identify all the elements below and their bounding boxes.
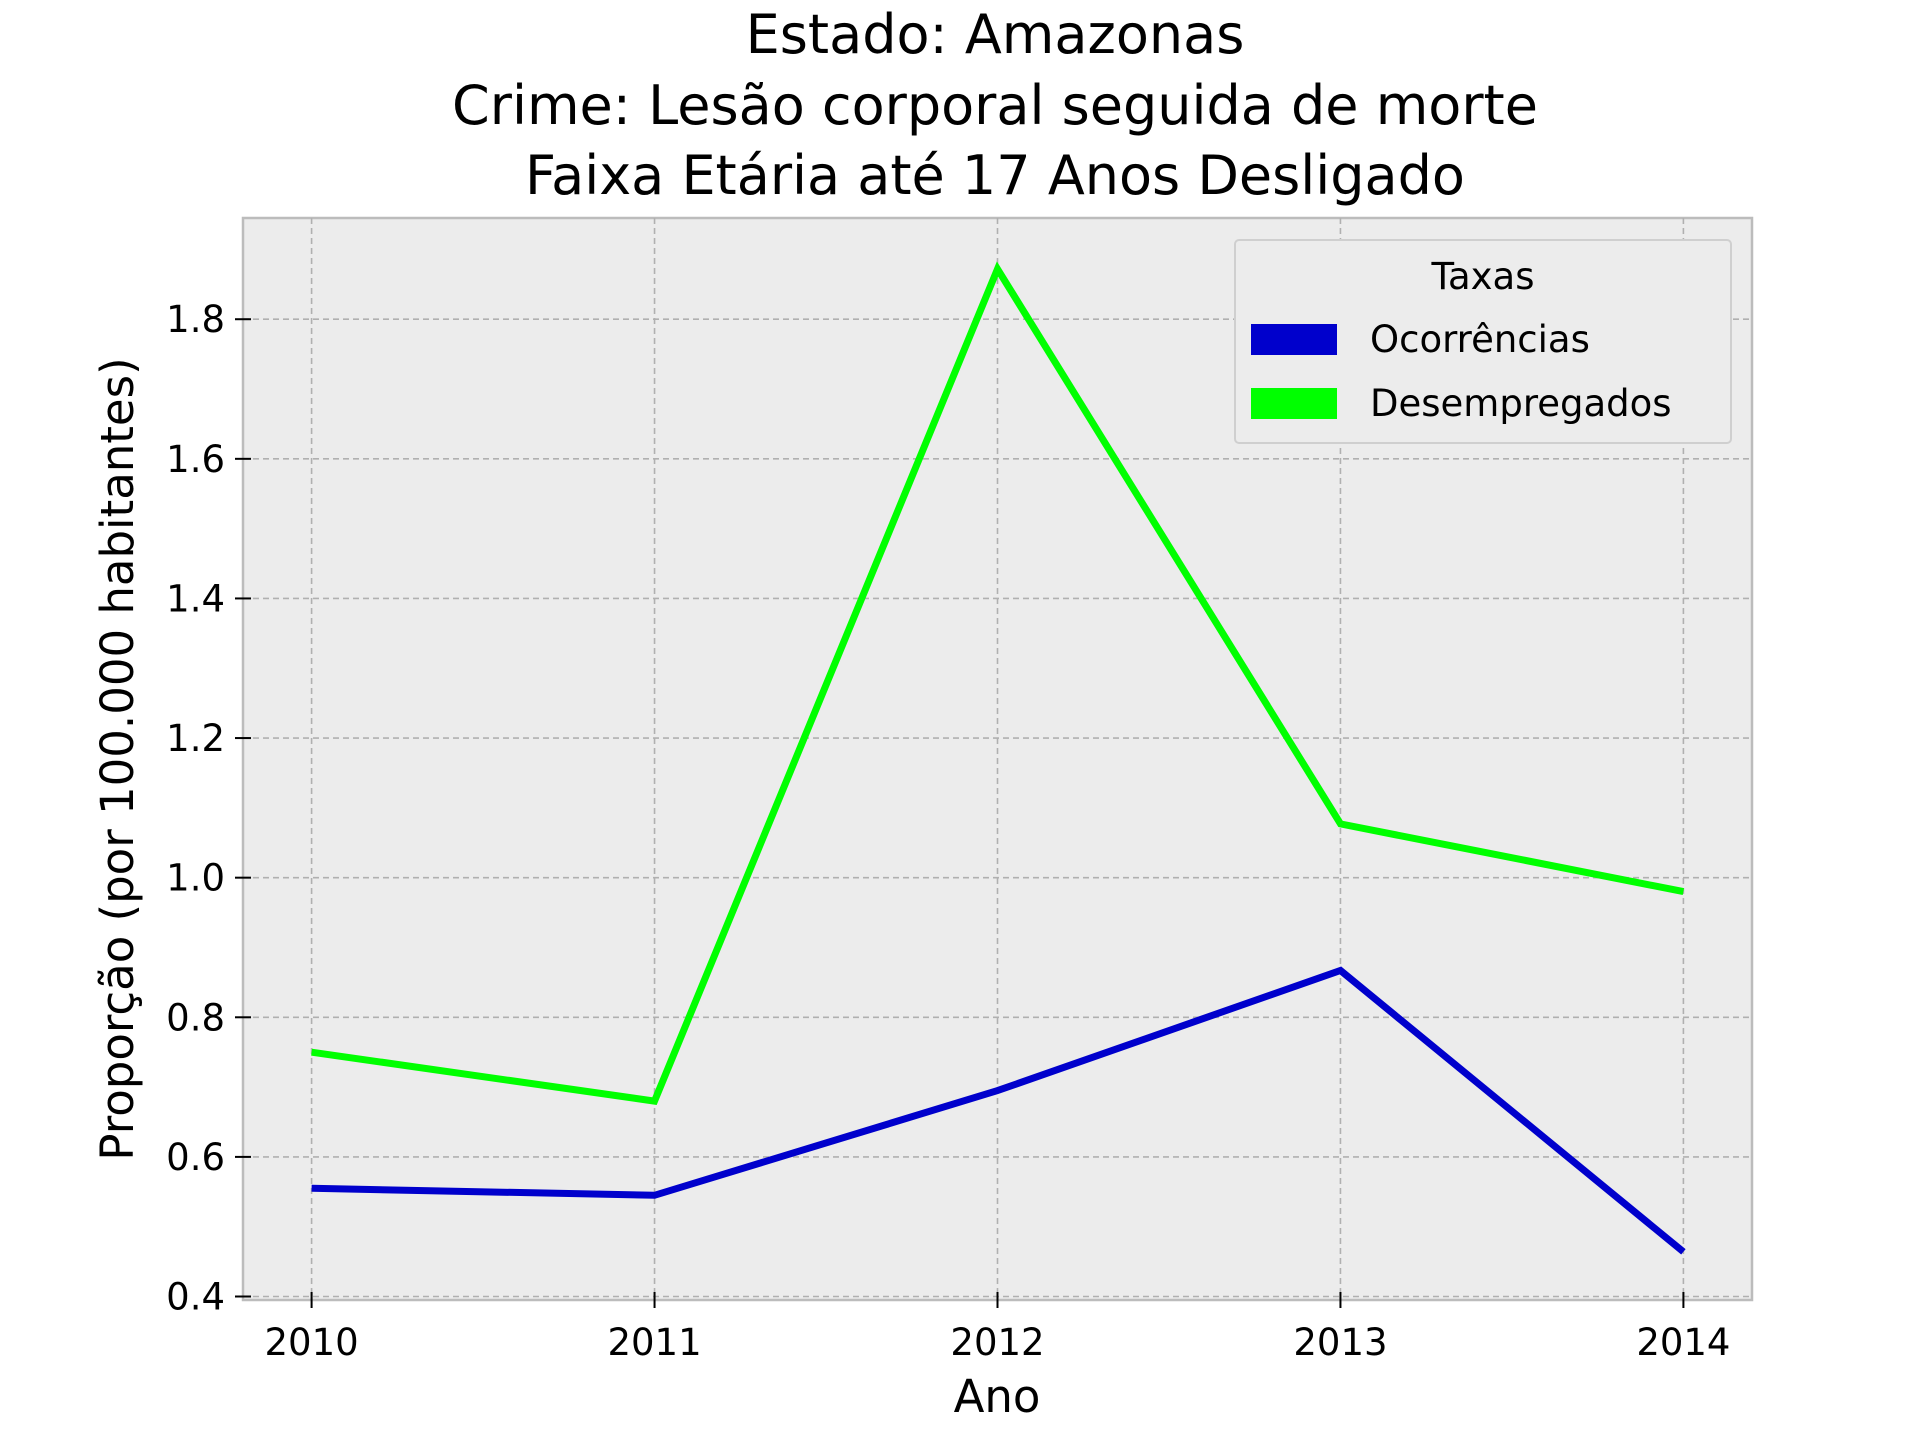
legend-swatch-ocorrencias bbox=[1251, 324, 1337, 355]
x-tick-label: 2010 bbox=[265, 1321, 359, 1364]
y-tick-label: 0.8 bbox=[166, 996, 225, 1039]
y-tick-label: 0.4 bbox=[166, 1276, 225, 1319]
legend-box bbox=[1234, 239, 1732, 444]
title-line-2: Crime: Lesão corporal seguida de morte bbox=[452, 74, 1538, 137]
title-line-3: Faixa Etária até 17 Anos Desligado bbox=[525, 144, 1465, 207]
legend-label-desempregados: Desempregados bbox=[1370, 382, 1672, 425]
x-tick-label: 2012 bbox=[950, 1321, 1044, 1364]
x-tick-label: 2013 bbox=[1293, 1321, 1387, 1364]
y-tick-label: 1.0 bbox=[166, 857, 225, 900]
y-axis-label: Proporção (por 100.000 habitantes) bbox=[91, 357, 144, 1160]
series-lines bbox=[311, 261, 1686, 1255]
legend-label-ocorrencias: Ocorrências bbox=[1370, 318, 1590, 361]
legend-title: Taxas bbox=[1431, 255, 1535, 298]
x-axis-label: Ano bbox=[954, 1370, 1041, 1423]
axis-ticks: 2010 2011 2012 2013 2014 0.4 0.6 0.8 1.0 1.2 1.4 1.… bbox=[166, 298, 1730, 1364]
y-tick-label: 1.4 bbox=[166, 577, 225, 620]
title-line-1: Estado: Amazonas bbox=[746, 3, 1245, 66]
x-tick-label: 2014 bbox=[1636, 1321, 1730, 1364]
y-tick-label: 0.6 bbox=[166, 1136, 225, 1179]
y-tick-label: 1.8 bbox=[166, 298, 225, 341]
series-line-ocorrencias bbox=[311, 966, 1686, 1255]
chart-title: Estado: Amazonas Crime: Lesão corporal s… bbox=[452, 3, 1538, 207]
legend-swatch-desempregados bbox=[1251, 388, 1337, 419]
y-tick-label: 1.2 bbox=[166, 717, 225, 760]
series-line-desempregados bbox=[311, 261, 1685, 1105]
x-tick-label: 2011 bbox=[607, 1321, 701, 1364]
legend: Taxas Ocorrências Desempregados bbox=[1234, 239, 1732, 444]
y-tick-label: 1.6 bbox=[166, 438, 225, 481]
